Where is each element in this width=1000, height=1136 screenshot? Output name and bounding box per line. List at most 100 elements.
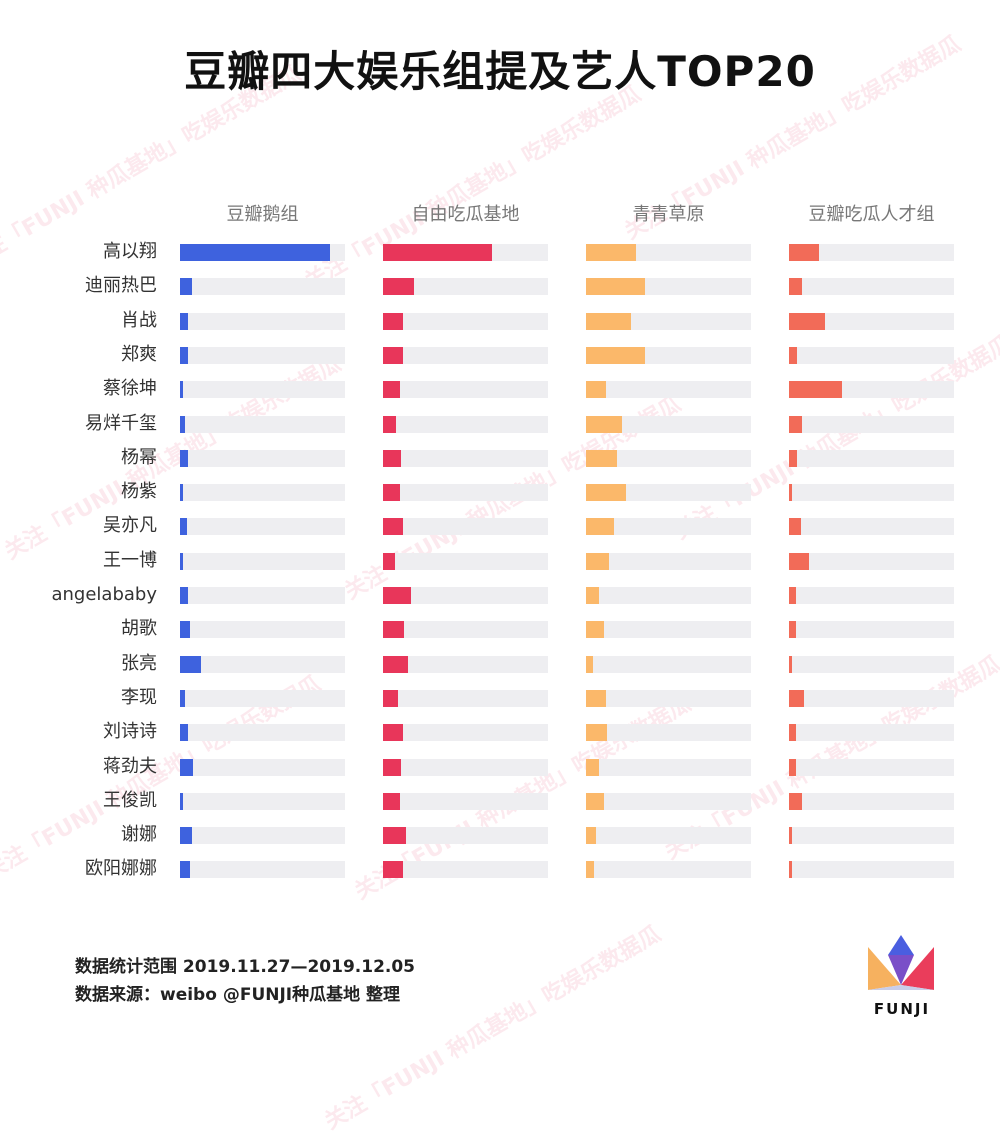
category-label: 迪丽热巴 (85, 275, 157, 297)
bar-track (789, 552, 954, 570)
category-label: angelababy (51, 584, 157, 605)
watermark-text: 关注「FUNJI 种瓜基地」吃娱乐数据瓜 (320, 921, 666, 1135)
logo-text: FUNJI (873, 1000, 931, 1018)
bar-track (586, 244, 751, 261)
bar (383, 449, 402, 467)
bar (383, 244, 492, 261)
bar (586, 278, 646, 296)
category-label: 刘诗诗 (103, 721, 157, 743)
bar (383, 278, 415, 296)
bar (789, 312, 826, 330)
bar (789, 861, 793, 879)
bar (180, 655, 202, 673)
bar-track (586, 724, 751, 742)
bar (180, 484, 184, 502)
bar-track (789, 381, 954, 399)
bar-track (586, 449, 751, 467)
bar (586, 415, 623, 433)
bar-track (180, 587, 345, 604)
bar-track (180, 415, 345, 433)
bar (383, 415, 397, 433)
bar-track (180, 346, 345, 364)
bar (586, 861, 595, 879)
bar (180, 792, 184, 810)
category-label: 蔡徐坤 (103, 378, 157, 400)
bar-track (180, 381, 345, 399)
bar (789, 792, 803, 810)
bar-track (180, 689, 345, 707)
bar (383, 827, 407, 845)
bar (180, 689, 185, 707)
bar-track (180, 518, 345, 536)
bar (789, 484, 793, 502)
bar-track (789, 655, 954, 673)
bar-track (586, 484, 751, 502)
bar-track (586, 655, 751, 673)
bar (586, 346, 646, 364)
bar-track (180, 792, 345, 810)
bar (586, 792, 605, 810)
column-header: 豆瓣吃瓜人才组 (808, 204, 935, 225)
bar (180, 278, 192, 296)
bar-track (789, 312, 954, 330)
bar-track (586, 415, 751, 433)
bar (586, 449, 618, 467)
bar (789, 621, 796, 639)
bar-track (586, 621, 751, 639)
category-label: 张亮 (121, 652, 157, 674)
bar-track (383, 484, 548, 502)
bar (789, 758, 796, 776)
bar (789, 724, 796, 742)
category-label: 易烊千玺 (85, 412, 157, 434)
bar (586, 381, 606, 399)
bar (383, 758, 402, 776)
bar-track (789, 415, 954, 433)
bar (586, 827, 596, 845)
category-label: 杨紫 (121, 481, 157, 503)
bar-track (383, 415, 548, 433)
bar (180, 587, 189, 604)
bar (180, 827, 192, 845)
bar-track (383, 689, 548, 707)
bar-track (789, 792, 954, 810)
bar (586, 758, 600, 776)
bar-track (586, 278, 751, 296)
category-label: 王一博 (103, 549, 157, 571)
category-label: 谢娜 (121, 824, 157, 846)
bar (789, 346, 798, 364)
bar-track (180, 861, 345, 879)
bar-track (586, 758, 751, 776)
bar-track (789, 449, 954, 467)
bar (789, 587, 796, 604)
category-label: 高以翔 (103, 241, 157, 262)
bar-track (586, 689, 751, 707)
bar (789, 278, 803, 296)
category-label: 杨幂 (121, 446, 157, 468)
bar (180, 724, 189, 742)
bar (586, 312, 631, 330)
bar (789, 244, 819, 261)
bar-track (383, 587, 548, 604)
bar (789, 689, 804, 707)
category-label: 吴亦凡 (103, 515, 157, 537)
bar (586, 484, 626, 502)
column-header: 豆瓣鹅组 (226, 204, 299, 225)
bar (180, 758, 194, 776)
bar (383, 621, 405, 639)
bar (383, 689, 398, 707)
bar-track (383, 724, 548, 742)
bar (586, 655, 593, 673)
bar (383, 792, 400, 810)
bar-track (180, 655, 345, 673)
bar-track (383, 244, 548, 261)
category-label: 蒋劲夫 (103, 755, 157, 777)
bar-track (383, 312, 548, 330)
bar-track (789, 346, 954, 364)
bar-track (180, 552, 345, 570)
bar-track (789, 621, 954, 639)
bar (586, 621, 605, 639)
bar-track (383, 278, 548, 296)
watermark-text: 关注「FUNJI 种瓜基地」吃娱乐数据瓜 (300, 81, 646, 295)
bar-track (383, 381, 548, 399)
bar (180, 621, 190, 639)
